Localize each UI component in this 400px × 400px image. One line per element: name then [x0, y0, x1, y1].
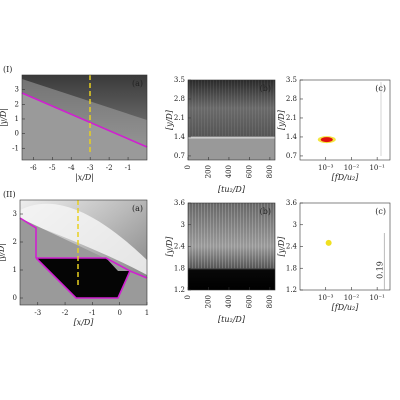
y-tick-label: 0.7: [286, 152, 297, 160]
frame: [19, 199, 148, 306]
x-tick-label: 800: [266, 295, 274, 308]
x-tick-label: -3: [87, 164, 94, 172]
y-tick-label: 2.4: [286, 243, 298, 251]
x-axis-label: [tu₂/D]: [218, 315, 246, 324]
x-tick-label: -1: [125, 164, 132, 172]
x-tick-label: 400: [225, 165, 233, 178]
frequency-label: 0.19: [375, 261, 384, 279]
x-axis-label: [fD/u₂]: [332, 173, 360, 182]
x-tick-label: 10⁻³: [318, 164, 334, 172]
panel-label: (c): [375, 207, 386, 216]
panel-label: (b): [260, 84, 271, 93]
x-axis-label: [fD/u₂]: [332, 303, 360, 312]
y-tick-label: 1: [15, 115, 19, 123]
panel-label: (c): [375, 84, 386, 93]
y-tick-label: 3: [13, 210, 17, 218]
y-tick-label: 3: [293, 221, 297, 229]
panel-label: (a): [132, 79, 143, 88]
wall-edge: [21, 92, 148, 148]
x-tick-label: 10⁻¹: [369, 294, 385, 302]
x-tick-label: -3: [34, 309, 41, 317]
x-tick-label: 0: [117, 309, 121, 317]
y-tick-label: 3: [15, 86, 19, 94]
x-tick-label: 400: [225, 295, 233, 308]
y-tick-label: 3.6: [174, 199, 186, 207]
x-tick-label: 0: [184, 295, 192, 299]
y-tick-label: 1.8: [286, 264, 297, 272]
x-tick-label: 600: [245, 295, 253, 308]
x-tick-label: 200: [204, 165, 212, 178]
x-tick-label: 600: [245, 165, 253, 178]
row-label: (I): [3, 65, 12, 74]
x-tick-label: 200: [204, 295, 212, 308]
y-tick-label: 3.5: [174, 76, 185, 84]
y-tick-label: -1: [12, 144, 19, 152]
frame: [21, 74, 148, 161]
x-axis-label: |x/D|: [75, 173, 94, 182]
y-tick-label: 2.8: [286, 95, 297, 103]
x-tick-label: 800: [266, 165, 274, 178]
frame: [187, 79, 276, 161]
x-tick-label: -4: [68, 164, 75, 172]
x-tick-label: -6: [30, 164, 37, 172]
y-axis-label: [y/D]: [165, 236, 174, 257]
x-tick-label: 10⁻¹: [369, 164, 385, 172]
lighter-band: [22, 79, 147, 147]
y-tick-label: 2.1: [286, 114, 297, 122]
streaks: [188, 203, 275, 269]
y-tick-label: 2.4: [174, 243, 186, 251]
y-tick-label: 2: [13, 238, 17, 246]
y-tick-label: 2.8: [174, 95, 185, 103]
plume: [20, 203, 147, 275]
x-tick-label: -2: [62, 309, 69, 317]
y-tick-label: 1.2: [174, 286, 185, 294]
y-tick-label: 3.5: [286, 76, 297, 84]
y-tick-label: 0: [13, 294, 17, 302]
x-tick-label: 0: [184, 165, 192, 169]
y-tick-label: 3.6: [286, 199, 298, 207]
y-axis-label: |y/D|: [0, 108, 8, 127]
x-tick-label: 10⁻³: [318, 294, 334, 302]
y-axis-label: [y/D]: [277, 236, 286, 257]
y-tick-label: 0: [15, 130, 19, 138]
y-tick-label: 1: [13, 266, 17, 274]
x-tick-label: -1: [89, 309, 96, 317]
frame: [299, 79, 391, 161]
y-tick-label: 2: [15, 100, 19, 108]
y-tick-label: 1.4: [286, 133, 298, 141]
y-axis-label: |y/D|: [0, 243, 6, 262]
x-tick-label: 10⁻²: [344, 294, 360, 302]
x-tick-label: 1: [145, 309, 149, 317]
peak: [325, 239, 332, 246]
y-tick-label: 1.8: [174, 264, 185, 272]
streaks: [188, 80, 275, 136]
y-tick-label: 1.4: [174, 133, 186, 141]
y-tick-label: 1.2: [286, 286, 297, 294]
y-tick-label: 0.7: [174, 152, 185, 160]
x-tick-label: 10⁻²: [344, 164, 360, 172]
y-tick-label: 3: [181, 221, 185, 229]
x-axis-label: [tu₂/D]: [218, 185, 246, 194]
y-axis-label: [y/D]: [165, 109, 174, 130]
row-label: (II): [3, 190, 16, 199]
y-axis-label: [y/D]: [277, 109, 286, 130]
peak: [320, 137, 333, 143]
x-axis-label: [x/D]: [74, 318, 95, 327]
panel-label: (b): [260, 207, 271, 216]
wall: [22, 93, 147, 160]
x-tick-label: -2: [106, 164, 113, 172]
x-tick-label: -5: [49, 164, 56, 172]
panel-label: (a): [132, 204, 143, 213]
y-tick-label: 2.1: [174, 114, 185, 122]
cavity-edge: [19, 217, 148, 299]
